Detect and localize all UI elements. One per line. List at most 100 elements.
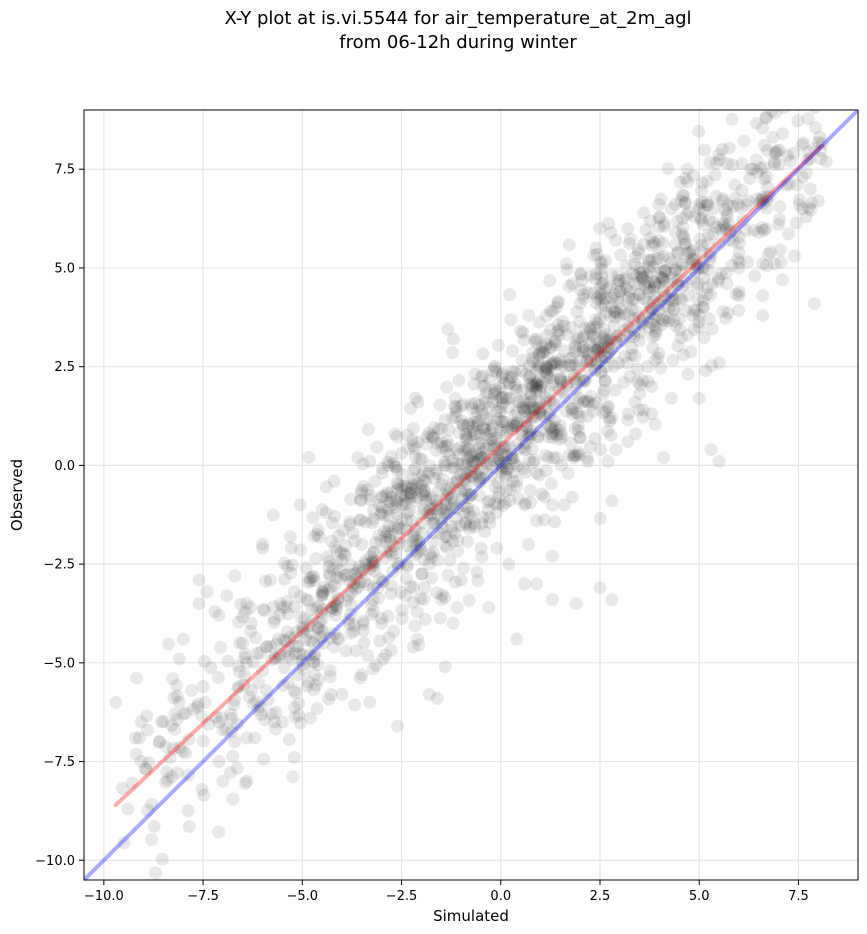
data-point — [526, 379, 540, 393]
data-point — [264, 640, 278, 654]
data-point — [557, 319, 571, 333]
data-point — [453, 519, 467, 533]
data-point — [469, 447, 483, 461]
data-point — [809, 110, 822, 115]
data-point — [417, 592, 431, 606]
data-point — [422, 557, 436, 571]
data-point — [500, 424, 514, 438]
data-point — [594, 350, 608, 364]
data-point — [232, 659, 246, 673]
data-point — [648, 353, 662, 367]
data-point — [641, 260, 655, 274]
data-point — [521, 428, 535, 442]
data-point — [192, 573, 206, 587]
data-point — [583, 362, 597, 376]
data-point — [669, 262, 683, 276]
data-point — [446, 616, 460, 630]
data-point — [652, 220, 666, 234]
data-point — [526, 352, 540, 366]
data-point — [411, 435, 425, 449]
data-point — [636, 270, 650, 284]
data-point — [593, 289, 607, 303]
data-point — [462, 417, 476, 431]
data-point — [547, 375, 561, 389]
data-point — [445, 519, 459, 533]
data-point — [364, 489, 378, 503]
data-point — [545, 593, 559, 607]
data-point — [726, 199, 740, 213]
data-point — [579, 374, 593, 388]
data-point — [760, 258, 774, 272]
data-point — [400, 428, 414, 442]
data-point — [631, 243, 645, 257]
x-tick-label: 7.5 — [788, 889, 809, 904]
data-point — [376, 652, 390, 666]
data-point — [535, 340, 549, 354]
data-point — [212, 825, 226, 839]
data-point — [580, 409, 594, 423]
data-point — [466, 454, 480, 468]
data-point — [390, 495, 404, 509]
data-point — [355, 668, 369, 682]
data-point — [594, 287, 608, 301]
data-point — [503, 494, 517, 508]
data-point — [493, 449, 507, 463]
data-point — [423, 459, 437, 473]
data-point — [422, 426, 436, 440]
data-point — [628, 349, 642, 363]
data-point — [496, 440, 510, 454]
data-point — [415, 567, 429, 581]
data-point — [529, 382, 543, 396]
data-point — [381, 609, 395, 623]
data-point — [480, 412, 494, 426]
data-point — [577, 345, 591, 359]
data-point — [190, 700, 204, 714]
data-point — [654, 192, 668, 206]
fit-lines — [84, 110, 858, 880]
data-point — [427, 516, 441, 530]
data-point — [546, 451, 560, 465]
data-point — [607, 359, 621, 373]
data-point — [476, 379, 490, 393]
data-point — [674, 194, 688, 208]
data-point — [280, 594, 294, 608]
data-point — [228, 693, 242, 707]
data-point — [324, 534, 338, 548]
data-point — [628, 395, 642, 409]
data-point — [354, 566, 368, 580]
data-point — [427, 431, 441, 445]
data-point — [654, 270, 668, 284]
data-point — [537, 490, 551, 504]
data-point — [732, 261, 746, 275]
data-point — [473, 471, 487, 485]
data-point — [681, 367, 695, 381]
data-point — [674, 331, 688, 345]
data-point — [756, 309, 770, 323]
data-point — [306, 511, 320, 525]
data-point — [536, 375, 550, 389]
data-point — [799, 166, 813, 180]
data-point — [670, 246, 684, 260]
data-point — [484, 425, 498, 439]
data-point — [599, 404, 613, 418]
data-point — [625, 302, 639, 316]
data-point — [707, 201, 721, 215]
data-point — [282, 641, 296, 655]
data-point — [772, 218, 786, 232]
data-point — [696, 293, 710, 307]
data-point — [573, 431, 587, 445]
data-point — [351, 450, 365, 464]
data-point — [510, 474, 524, 488]
data-point — [521, 401, 535, 415]
data-point — [471, 574, 485, 588]
data-point — [443, 481, 457, 495]
data-point — [533, 424, 547, 438]
data-point — [664, 284, 678, 298]
data-point — [383, 495, 397, 509]
data-point — [488, 386, 502, 400]
data-point — [389, 546, 403, 560]
data-point — [641, 305, 655, 319]
data-point — [393, 557, 407, 571]
data-point — [316, 602, 330, 616]
data-point — [224, 707, 238, 721]
